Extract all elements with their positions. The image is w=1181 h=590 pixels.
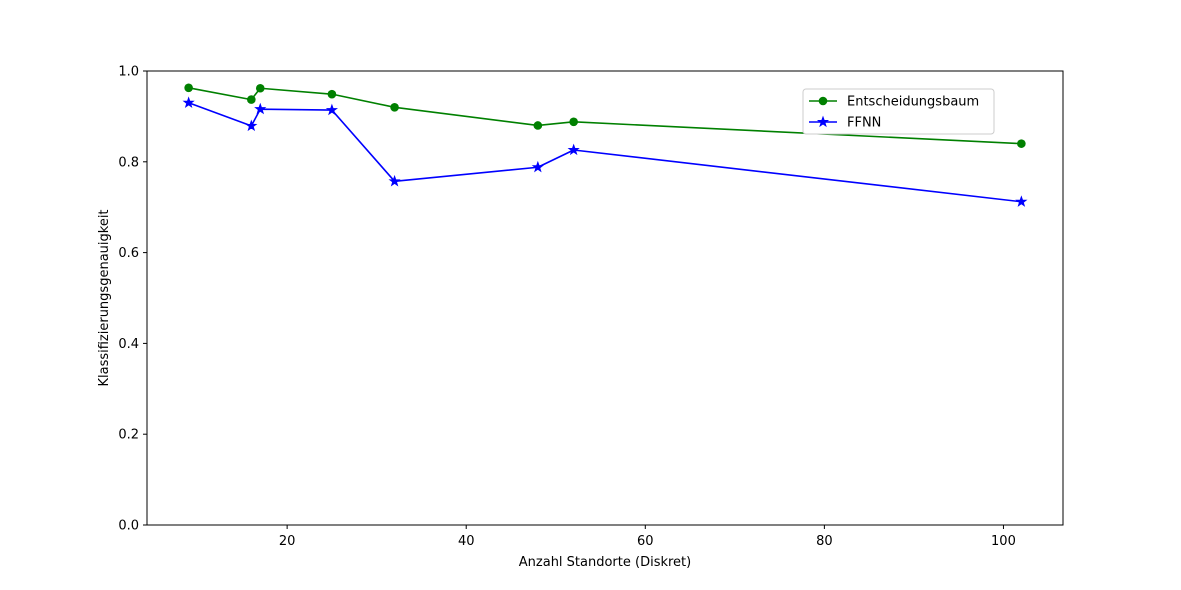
y-tick-label: 1.0 [118,65,139,80]
x-tick-label: 100 [991,534,1016,549]
legend-marker-entscheidungsbaum [818,96,828,106]
data-point-entscheidungsbaum [327,89,337,99]
data-point-entscheidungsbaum [390,103,399,112]
data-point-ffnn [325,103,338,116]
data-point-ffnn [182,96,195,108]
x-tick-label: 20 [279,534,296,549]
data-point-ffnn [245,119,258,132]
y-tick-label: 0.2 [118,428,139,443]
x-tick-label: 60 [637,534,654,549]
legend: Entscheidungsbaum FFNN [802,88,995,135]
plot-frame [146,70,1064,526]
y-axis: 0.0 0.2 0.4 0.6 0.8 1.0 [118,65,147,534]
data-point-ffnn [567,143,580,156]
y-tick-label: 0.6 [118,246,139,261]
data-point-ffnn [388,174,401,187]
y-tick-label: 0.0 [118,519,139,534]
y-tick-label: 0.4 [118,337,139,352]
series-line-ffnn [188,102,1022,203]
legend-marker-ffnn [816,115,830,128]
data-point-entscheidungsbaum [569,117,578,127]
data-point-entscheidungsbaum [255,83,265,93]
x-axis-label: Anzahl Standorte (Diskret) [519,555,691,570]
legend-box [802,88,995,135]
data-point-ffnn [254,102,267,115]
x-tick-label: 40 [458,534,475,549]
y-axis-label: Klassifizierungsgenauigkeit [97,209,112,386]
legend-label-entscheidungsbaum: Entscheidungsbaum [847,95,979,110]
data-point-ffnn [1015,195,1028,207]
data-point-entscheidungsbaum [1017,139,1026,148]
data-point-entscheidungsbaum [247,95,256,104]
x-axis: 20 40 60 80 100 [279,525,1016,549]
data-point-entscheidungsbaum [533,121,543,130]
x-tick-label: 80 [816,534,833,549]
y-tick-label: 0.8 [118,155,139,170]
legend-label-ffnn: FFNN [847,116,881,131]
series-layer [182,83,1028,207]
data-point-ffnn [531,160,544,173]
data-point-entscheidungsbaum [184,83,193,93]
plot-area [147,71,1063,525]
